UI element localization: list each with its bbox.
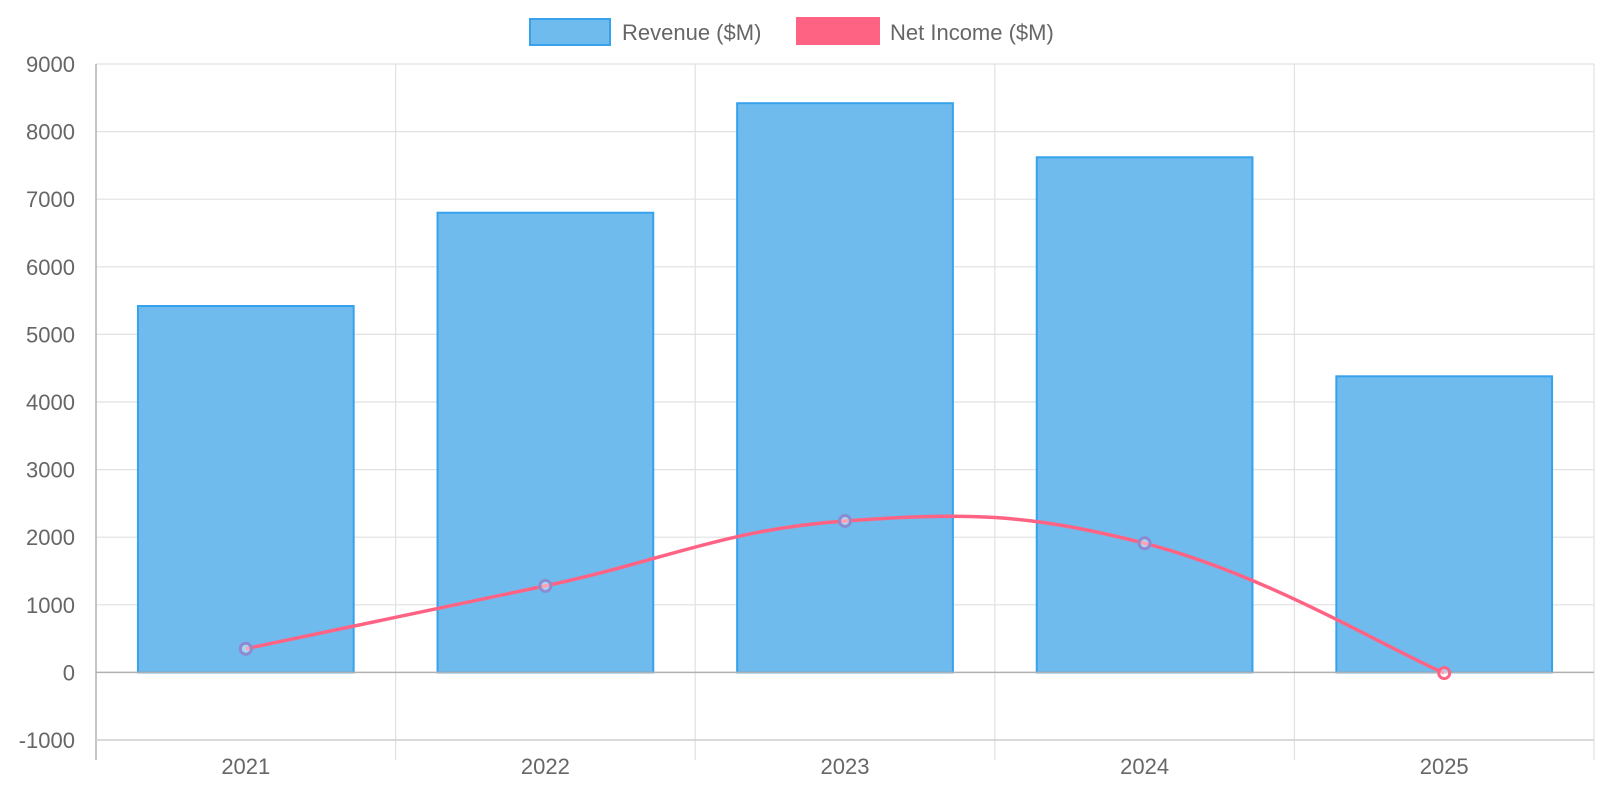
net-income-point — [1437, 666, 1452, 681]
y-tick-label: 3000 — [26, 458, 75, 483]
tick-labels: -1000 0 1000 2000 3000 4000 5000 6000 7000 8000 90… — [19, 52, 1469, 779]
y-tick-label: 5000 — [26, 322, 75, 347]
net-income-point — [538, 578, 553, 593]
x-tick-label: 2022 — [521, 754, 570, 779]
net-income-line — [245, 514, 1445, 675]
x-tick-label: 2024 — [1120, 754, 1169, 779]
net-income-line-path — [245, 514, 1445, 675]
legend-item-net-income[interactable]: Net Income ($M) — [796, 17, 1054, 45]
revenue-bars — [136, 102, 1554, 674]
legend[interactable]: Revenue ($M) Net Income ($M) — [529, 17, 1054, 46]
y-tick-label: 8000 — [26, 120, 75, 145]
revenue-bar — [1035, 156, 1254, 674]
y-tick-label: 9000 — [26, 52, 75, 77]
net-income-point — [1137, 536, 1152, 551]
net-income-point — [838, 513, 852, 528]
y-tick-label: 6000 — [26, 255, 75, 280]
legend-item-revenue[interactable]: Revenue ($M) — [529, 18, 761, 46]
legend-swatch-net-income — [796, 17, 880, 45]
legend-label-revenue: Revenue ($M) — [622, 20, 761, 45]
x-tick-label: 2025 — [1420, 754, 1469, 779]
axes — [95, 64, 1594, 760]
y-tick-label: 0 — [63, 660, 75, 685]
y-tick-label: -1000 — [19, 728, 75, 753]
net-income-point — [238, 641, 253, 656]
x-tick-label: 2021 — [221, 754, 270, 779]
legend-label-net-income: Net Income ($M) — [890, 20, 1054, 45]
revenue-bar — [1335, 375, 1554, 674]
x-tick-label: 2023 — [821, 754, 870, 779]
net-income-points — [238, 513, 1452, 681]
revenue-bar — [436, 211, 655, 674]
revenue-bar — [136, 305, 355, 674]
y-tick-label: 4000 — [26, 390, 75, 415]
y-tick-label: 7000 — [26, 187, 75, 212]
y-tick-label: 1000 — [26, 593, 75, 618]
legend-swatch-revenue — [529, 18, 611, 46]
y-tick-label: 2000 — [26, 525, 75, 550]
revenue-bar — [736, 102, 954, 674]
